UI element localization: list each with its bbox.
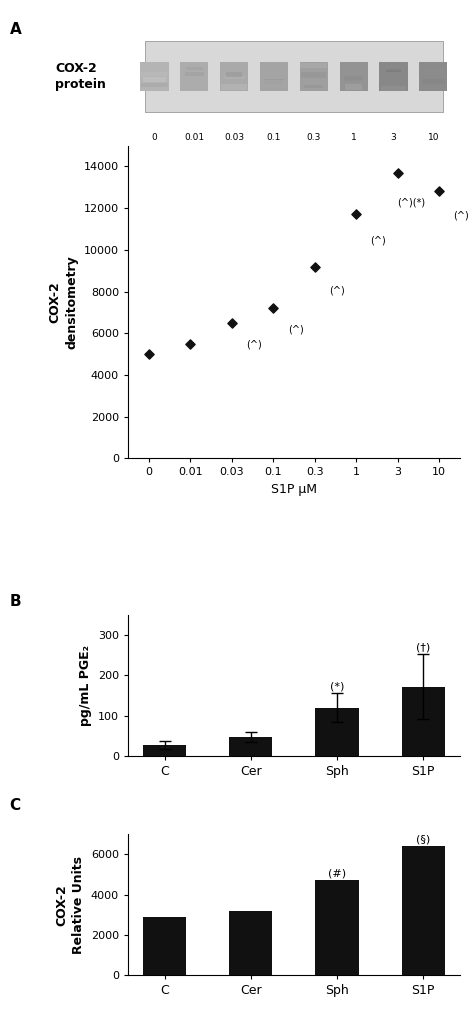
Text: A: A bbox=[9, 22, 21, 38]
Text: 0: 0 bbox=[152, 133, 157, 142]
Text: (*): (*) bbox=[330, 682, 344, 692]
Bar bbox=[385, 68, 401, 72]
Bar bbox=[261, 84, 287, 87]
Text: (^): (^) bbox=[246, 339, 262, 350]
Bar bbox=[141, 83, 168, 86]
Point bbox=[394, 165, 401, 181]
Bar bbox=[145, 41, 443, 113]
Bar bbox=[339, 62, 368, 90]
Bar bbox=[226, 72, 242, 77]
Bar bbox=[304, 85, 323, 88]
Bar bbox=[315, 881, 358, 975]
Point bbox=[311, 258, 319, 274]
Bar bbox=[419, 62, 447, 90]
Bar bbox=[260, 62, 288, 90]
Y-axis label: COX-2
densitometry: COX-2 densitometry bbox=[48, 255, 78, 348]
Bar bbox=[143, 916, 186, 975]
Bar bbox=[143, 77, 166, 82]
Bar bbox=[185, 79, 203, 83]
Bar bbox=[381, 86, 406, 91]
Text: S1P μM: S1P μM bbox=[271, 167, 317, 180]
Point bbox=[145, 346, 153, 363]
Bar bbox=[401, 687, 445, 756]
Text: (^): (^) bbox=[329, 285, 345, 296]
Bar bbox=[386, 66, 401, 70]
Bar bbox=[186, 67, 203, 70]
Text: 1: 1 bbox=[351, 133, 356, 142]
Bar bbox=[185, 72, 204, 76]
X-axis label: S1P μM: S1P μM bbox=[271, 483, 317, 496]
Bar bbox=[141, 72, 168, 75]
Bar bbox=[263, 80, 285, 84]
Text: (§): (§) bbox=[416, 834, 430, 844]
Point bbox=[186, 335, 194, 352]
Point bbox=[228, 315, 236, 331]
Bar bbox=[229, 738, 273, 756]
Point bbox=[352, 206, 360, 223]
Bar bbox=[423, 67, 444, 73]
Bar bbox=[344, 76, 363, 82]
Text: 0.1: 0.1 bbox=[267, 133, 281, 142]
Bar bbox=[140, 62, 169, 90]
Text: (^): (^) bbox=[288, 325, 303, 335]
Y-axis label: COX-2
Relative Units: COX-2 Relative Units bbox=[55, 855, 85, 954]
Point bbox=[435, 183, 443, 199]
Point bbox=[269, 300, 277, 316]
Text: (^): (^) bbox=[371, 236, 386, 245]
Text: 0.3: 0.3 bbox=[307, 133, 321, 142]
Bar bbox=[223, 76, 245, 79]
Bar bbox=[422, 78, 445, 83]
Bar bbox=[143, 745, 186, 756]
Bar bbox=[379, 62, 408, 90]
Text: C: C bbox=[9, 798, 20, 813]
Bar bbox=[401, 846, 445, 975]
Text: B: B bbox=[9, 594, 21, 610]
Text: 10: 10 bbox=[428, 133, 439, 142]
Bar bbox=[345, 84, 362, 89]
Text: COX-2
protein: COX-2 protein bbox=[55, 62, 106, 91]
Text: 0.03: 0.03 bbox=[224, 133, 244, 142]
Bar bbox=[301, 72, 326, 78]
Bar bbox=[300, 63, 328, 68]
Bar bbox=[180, 62, 209, 90]
Text: (†): (†) bbox=[416, 642, 430, 652]
Text: (#): (#) bbox=[328, 869, 346, 879]
Bar bbox=[229, 910, 273, 975]
Text: (^): (^) bbox=[454, 210, 469, 220]
Text: 0.01: 0.01 bbox=[184, 133, 204, 142]
Bar bbox=[315, 707, 358, 756]
Text: (^)(*): (^)(*) bbox=[398, 198, 426, 207]
Bar bbox=[221, 84, 247, 90]
Bar bbox=[341, 80, 366, 83]
Text: 3: 3 bbox=[391, 133, 396, 142]
Bar bbox=[264, 78, 284, 84]
Y-axis label: pg/mL PGE₂: pg/mL PGE₂ bbox=[79, 645, 92, 725]
Bar bbox=[300, 62, 328, 90]
Bar bbox=[421, 65, 445, 69]
Bar bbox=[220, 62, 248, 90]
